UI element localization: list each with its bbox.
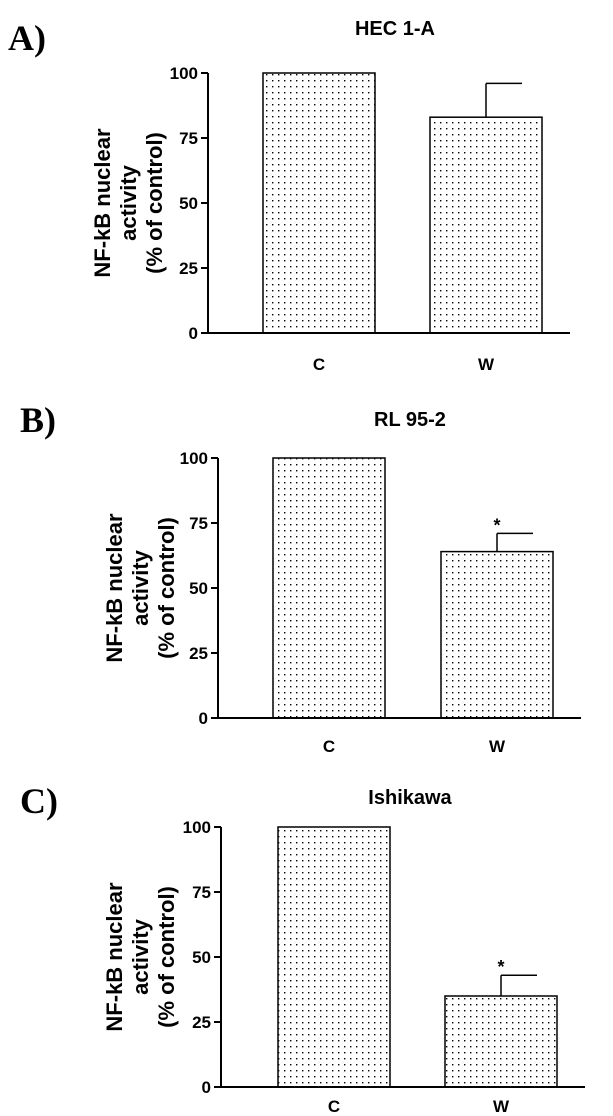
bar-C (277, 826, 391, 1088)
y-axis-label: NF-kB nuclearactivity(% of control) (102, 882, 179, 1032)
y-tick-label: 50 (179, 194, 198, 213)
chart-panel-3: C) Ishikawa NF-kB nuclearactivity(% of con… (20, 781, 585, 1116)
y-tick-label: 100 (180, 449, 208, 468)
x-tick-label: W (489, 737, 506, 756)
significance-marker: * (497, 957, 504, 977)
bar-C (262, 72, 376, 334)
chart-panel-2: B) RL 95-2 NF-kB nuclearactivity(% of cont… (20, 400, 581, 756)
y-tick-label: 75 (192, 883, 211, 902)
chart-panel-1: A) HEC 1-A NF-kB nuclearactivity(% of cont… (8, 18, 570, 374)
y-axis-label-line: (% of control) (142, 132, 167, 274)
y-axis-label-line: (% of control) (154, 517, 179, 659)
y-axis-label-line: activity (128, 549, 153, 626)
x-tick-label: W (493, 1097, 510, 1116)
y-tick-label: 25 (192, 1013, 211, 1032)
y-tick-label: 100 (170, 64, 198, 83)
bar-W (429, 116, 543, 334)
panel-label: B) (20, 400, 56, 440)
y-tick-label: 50 (192, 948, 211, 967)
y-tick-label: 0 (189, 324, 198, 343)
bar-W (444, 995, 558, 1088)
panel-label: C) (20, 781, 58, 821)
bar-C (272, 457, 386, 719)
y-tick-label: 0 (202, 1078, 211, 1097)
y-tick-label: 50 (189, 579, 208, 598)
chart-title: RL 95-2 (374, 409, 446, 431)
y-axis-label-line: activity (116, 164, 141, 241)
y-axis-label-line: (% of control) (154, 886, 179, 1028)
y-tick-label: 25 (179, 259, 198, 278)
x-tick-label: C (328, 1097, 340, 1116)
significance-marker: * (493, 515, 500, 535)
y-axis-label: NF-kB nuclearactivity(% of control) (90, 128, 167, 278)
bar-W (440, 550, 554, 719)
x-tick-label: C (313, 355, 325, 374)
y-tick-label: 75 (179, 129, 198, 148)
chart-title: Ishikawa (368, 787, 452, 809)
y-axis-label-line: activity (128, 918, 153, 995)
y-axis-label-line: NF-kB nuclear (102, 882, 127, 1032)
y-tick-label: 0 (199, 709, 208, 728)
x-tick-label: C (323, 737, 335, 756)
y-tick-label: 100 (183, 818, 211, 837)
y-axis-label-line: NF-kB nuclear (102, 513, 127, 663)
x-tick-label: W (478, 355, 495, 374)
y-tick-label: 25 (189, 644, 208, 663)
y-tick-label: 75 (189, 514, 208, 533)
panel-label: A) (8, 18, 46, 58)
y-axis-label: NF-kB nuclearactivity(% of control) (102, 513, 179, 663)
chart-title: HEC 1-A (355, 18, 435, 40)
y-axis-label-line: NF-kB nuclear (90, 128, 115, 278)
